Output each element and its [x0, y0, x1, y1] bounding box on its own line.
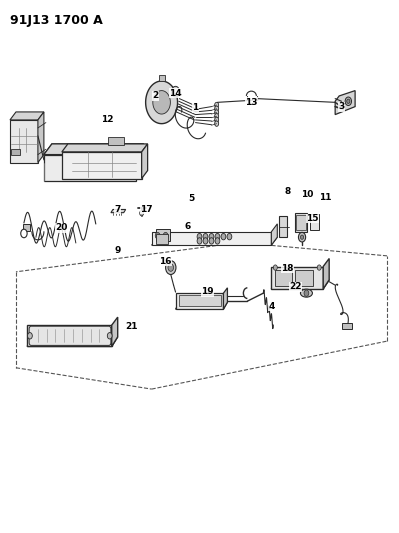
Polygon shape: [153, 91, 170, 114]
Polygon shape: [10, 120, 38, 163]
Bar: [296, 215, 306, 230]
Circle shape: [215, 110, 219, 115]
Polygon shape: [176, 302, 227, 309]
Polygon shape: [172, 86, 180, 97]
Bar: [30, 328, 110, 344]
Text: 22: 22: [289, 282, 302, 291]
Text: 6: 6: [184, 222, 191, 231]
Polygon shape: [44, 144, 144, 155]
Circle shape: [347, 99, 350, 103]
Bar: [159, 75, 165, 81]
Polygon shape: [146, 81, 178, 124]
Polygon shape: [271, 280, 329, 289]
Bar: [108, 137, 124, 145]
Text: 12: 12: [101, 116, 113, 124]
Circle shape: [197, 238, 202, 244]
Polygon shape: [111, 209, 126, 213]
Bar: [156, 229, 170, 241]
Polygon shape: [142, 144, 148, 179]
Text: 19: 19: [201, 287, 214, 296]
Text: 4: 4: [268, 302, 275, 311]
Text: 2: 2: [152, 92, 159, 100]
Polygon shape: [310, 214, 319, 230]
Circle shape: [163, 232, 168, 239]
Circle shape: [155, 232, 160, 239]
Circle shape: [317, 265, 321, 270]
Text: 3: 3: [338, 102, 344, 111]
Text: 11: 11: [319, 193, 332, 201]
Circle shape: [197, 233, 202, 240]
Circle shape: [221, 233, 226, 240]
Circle shape: [21, 229, 27, 238]
Polygon shape: [152, 237, 277, 245]
Circle shape: [345, 97, 352, 106]
Bar: [342, 323, 352, 329]
Text: 20: 20: [55, 223, 68, 232]
Text: 17: 17: [140, 205, 153, 214]
Text: 10: 10: [301, 190, 314, 199]
Text: 15: 15: [306, 214, 319, 223]
Polygon shape: [38, 112, 44, 163]
Bar: [275, 270, 292, 286]
FancyBboxPatch shape: [29, 326, 111, 345]
Bar: [23, 224, 30, 231]
Circle shape: [215, 121, 219, 126]
Circle shape: [298, 232, 306, 242]
Text: 1: 1: [192, 103, 199, 112]
Bar: [295, 270, 313, 286]
Polygon shape: [295, 213, 307, 232]
Circle shape: [215, 117, 219, 123]
Polygon shape: [11, 149, 20, 155]
Text: 5: 5: [188, 194, 195, 203]
Text: 18: 18: [281, 264, 294, 272]
Bar: [156, 234, 168, 244]
Polygon shape: [323, 259, 329, 289]
Polygon shape: [279, 216, 287, 237]
Polygon shape: [27, 325, 112, 346]
Polygon shape: [62, 152, 142, 179]
Polygon shape: [62, 144, 148, 152]
Text: 21: 21: [125, 322, 138, 330]
Circle shape: [168, 264, 174, 271]
Polygon shape: [271, 266, 323, 289]
Text: 9: 9: [115, 246, 121, 255]
Circle shape: [209, 238, 214, 244]
Polygon shape: [271, 224, 277, 245]
Circle shape: [215, 233, 220, 240]
Circle shape: [304, 290, 309, 296]
Circle shape: [215, 106, 219, 111]
Text: 7: 7: [115, 205, 121, 214]
Polygon shape: [10, 112, 44, 120]
Polygon shape: [176, 293, 223, 309]
Circle shape: [273, 265, 277, 270]
Text: 8: 8: [284, 188, 290, 196]
Circle shape: [166, 261, 176, 274]
Circle shape: [203, 238, 208, 244]
Circle shape: [107, 333, 112, 339]
Polygon shape: [223, 288, 227, 309]
Circle shape: [227, 233, 232, 240]
Bar: [179, 295, 221, 306]
Circle shape: [215, 102, 219, 108]
Polygon shape: [27, 337, 118, 346]
Circle shape: [215, 238, 220, 244]
Ellipse shape: [300, 289, 312, 297]
Polygon shape: [335, 91, 355, 115]
Polygon shape: [44, 144, 144, 155]
Circle shape: [209, 233, 214, 240]
Circle shape: [203, 233, 208, 240]
Text: 16: 16: [159, 257, 172, 265]
Text: 13: 13: [245, 98, 258, 107]
Text: 14: 14: [169, 89, 182, 98]
Circle shape: [300, 235, 304, 239]
Circle shape: [140, 211, 144, 216]
Circle shape: [215, 114, 219, 119]
Polygon shape: [44, 155, 136, 181]
Circle shape: [28, 333, 32, 339]
Text: 91J13 1700 A: 91J13 1700 A: [10, 14, 103, 27]
Polygon shape: [112, 317, 118, 346]
Polygon shape: [152, 232, 271, 245]
